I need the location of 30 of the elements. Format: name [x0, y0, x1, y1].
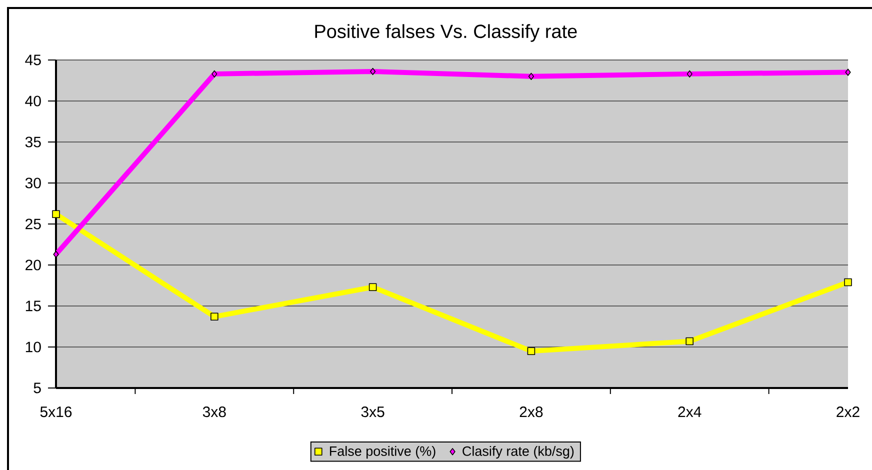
- x-tick-label: 2x4: [678, 406, 702, 417]
- y-tick-label: 30: [25, 178, 41, 188]
- point: [686, 337, 694, 346]
- point: [368, 283, 377, 292]
- point: [528, 72, 534, 80]
- x-tick-label: 3x8: [202, 406, 226, 418]
- point: [370, 68, 376, 76]
- y-tick-label: 10: [26, 342, 41, 352]
- y-tick-label: 15: [26, 300, 41, 312]
- point: [527, 347, 536, 355]
- y-tick-label: 45: [25, 54, 41, 66]
- y-tick-label: 25: [26, 218, 41, 230]
- x-tick-label: 3x5: [361, 406, 384, 418]
- point: [845, 68, 851, 76]
- point: [686, 70, 692, 78]
- point: [212, 70, 218, 78]
- point: [53, 250, 59, 258]
- x-tick-label: 5x16: [40, 406, 72, 418]
- x-tick-label: 2x2: [836, 406, 860, 417]
- chart-title: Positive falses Vs. Classify rate: [315, 24, 577, 42]
- y-tick-label: 5: [34, 382, 41, 394]
- point: [52, 210, 60, 218]
- x-tick-label: 2x8: [520, 406, 543, 418]
- y-tick-label: 40: [25, 96, 41, 106]
- legend-label: False positive (%): [330, 446, 436, 459]
- y-tick-label: 20: [26, 260, 41, 270]
- point: [844, 278, 852, 286]
- point: [210, 312, 218, 321]
- legend-label: Clasify rate (kb/sg): [462, 446, 574, 459]
- y-tick-label: 35: [25, 136, 41, 148]
